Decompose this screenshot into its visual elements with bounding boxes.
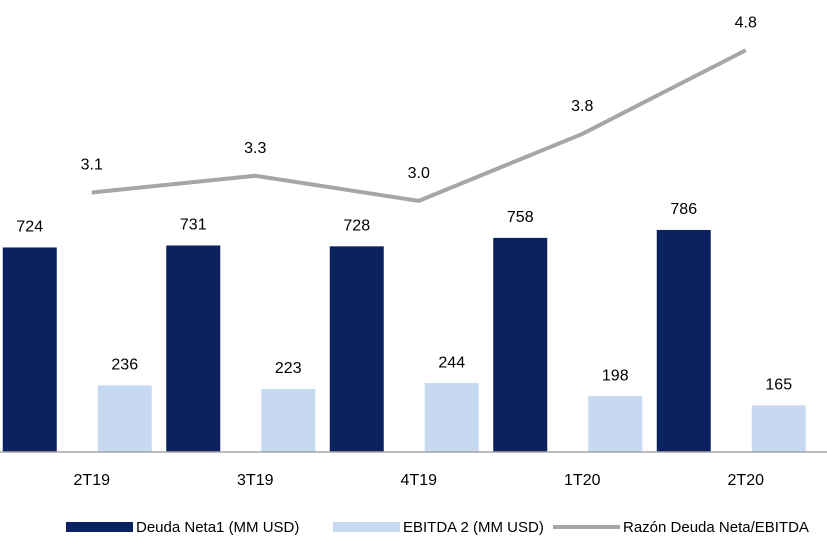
data-label: 3.1 <box>81 157 103 174</box>
bar <box>329 246 384 452</box>
bar <box>588 396 643 452</box>
x-tick-label: 1T20 <box>564 472 601 489</box>
data-label: 728 <box>343 218 370 235</box>
legend-swatch <box>333 522 400 532</box>
bar <box>166 245 221 452</box>
data-label: 786 <box>670 201 697 218</box>
data-label: 731 <box>180 217 207 234</box>
data-label: 4.8 <box>735 14 757 31</box>
data-label: 236 <box>111 357 138 374</box>
data-label: 223 <box>275 360 302 377</box>
x-tick-label: 4T19 <box>401 472 438 489</box>
x-tick-label: 3T19 <box>237 472 274 489</box>
x-tick-label: 2T19 <box>74 472 111 489</box>
legend-label: EBITDA 2 (MM USD) <box>403 519 544 536</box>
data-label: 758 <box>507 209 534 226</box>
bar <box>97 385 152 452</box>
data-label: 3.8 <box>571 98 593 115</box>
data-label: 244 <box>438 354 465 371</box>
bar <box>424 383 479 452</box>
data-label: 198 <box>602 367 629 384</box>
bar <box>751 405 806 452</box>
legend-swatch <box>66 522 133 532</box>
bar <box>656 229 711 452</box>
data-label: 724 <box>16 219 43 236</box>
bar <box>493 237 548 452</box>
data-label: 165 <box>765 377 792 394</box>
ratio-line <box>91 48 747 203</box>
data-label: 3.3 <box>244 140 266 157</box>
bar <box>261 389 316 452</box>
bar <box>2 247 57 452</box>
x-tick-label: 2T20 <box>728 472 765 489</box>
legend-label: Razón Deuda Neta/EBITDA <box>623 519 809 536</box>
legend-label: Deuda Neta1 (MM USD) <box>136 519 299 536</box>
data-label: 3.0 <box>408 165 430 182</box>
